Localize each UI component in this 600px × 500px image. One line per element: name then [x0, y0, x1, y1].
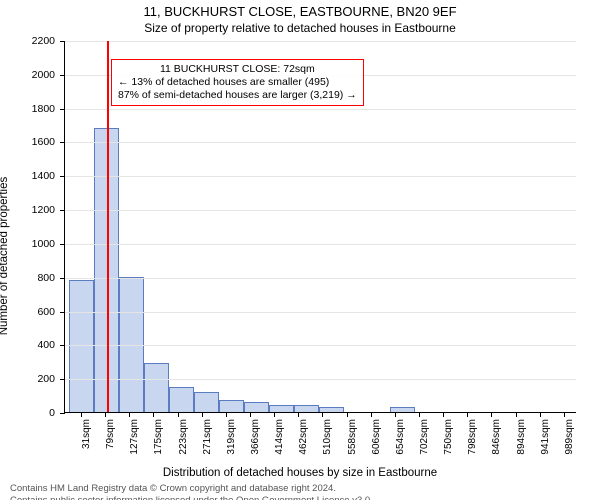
histogram-bar [219, 400, 244, 412]
x-tick-label: 941sqm [540, 419, 551, 455]
x-tick-label: 175sqm [153, 419, 164, 455]
y-tick-label: 1400 [32, 170, 65, 182]
chart-area: Number of detached properties 31sqm79sqm… [0, 35, 600, 465]
y-tick-label: 1200 [32, 204, 65, 216]
y-tick-label: 2000 [32, 69, 65, 81]
x-tick-label: 846sqm [491, 419, 502, 455]
plot: 31sqm79sqm127sqm175sqm223sqm271sqm319sqm… [64, 41, 576, 413]
x-tick-label: 414sqm [274, 419, 285, 455]
histogram-bar [119, 277, 144, 412]
annotation-line: ← 13% of detached houses are smaller (49… [118, 76, 357, 89]
gridline [65, 210, 576, 211]
x-tick: 750sqm [431, 412, 455, 417]
x-tick-label: 79sqm [105, 419, 116, 449]
gridline [65, 278, 576, 279]
x-tick-label: 702sqm [419, 419, 430, 455]
x-tick-label: 271sqm [202, 419, 213, 455]
histogram-bar [244, 402, 269, 412]
x-tick-label: 462sqm [298, 419, 309, 455]
page-title: 11, BUCKHURST CLOSE, EASTBOURNE, BN20 9E… [0, 4, 600, 19]
y-tick-label: 400 [37, 339, 65, 351]
x-tick: 846sqm [479, 412, 503, 417]
x-tick: 941sqm [528, 412, 552, 417]
x-tick-label: 510sqm [322, 419, 333, 455]
x-tick: 271sqm [190, 412, 214, 417]
x-tick: 79sqm [93, 412, 117, 417]
x-tick: 223sqm [166, 412, 190, 417]
histogram-bar [169, 387, 194, 412]
gridline [65, 176, 576, 177]
x-tick: 654sqm [383, 412, 407, 417]
x-tick-label: 223sqm [178, 419, 189, 455]
y-tick-label: 200 [37, 373, 65, 385]
x-tick-label: 894sqm [516, 419, 527, 455]
y-axis-label: Number of detached properties [0, 177, 10, 336]
annotation-line: 87% of semi-detached houses are larger (… [118, 89, 357, 102]
y-tick-label: 2200 [32, 35, 65, 47]
chart-titles: 11, BUCKHURST CLOSE, EASTBOURNE, BN20 9E… [0, 0, 600, 35]
plot-wrap: 31sqm79sqm127sqm175sqm223sqm271sqm319sqm… [64, 41, 576, 413]
y-tick-label: 0 [49, 407, 65, 419]
x-tick: 175sqm [141, 412, 165, 417]
y-tick-label: 600 [37, 306, 65, 318]
x-tick-label: 750sqm [443, 419, 454, 455]
x-tick-label: 31sqm [81, 419, 92, 449]
gridline [65, 379, 576, 380]
x-tick: 989sqm [552, 412, 576, 417]
histogram-bar [194, 392, 219, 412]
x-tick: 127sqm [117, 412, 141, 417]
x-tick: 31sqm [69, 412, 93, 417]
gridline [65, 244, 576, 245]
footer-line-1: Contains HM Land Registry data © Crown c… [10, 483, 590, 495]
x-tick-label: 558sqm [347, 419, 358, 455]
x-tick: 702sqm [407, 412, 431, 417]
x-tick: 606sqm [359, 412, 383, 417]
annotation-line: 11 BUCKHURST CLOSE: 72sqm [118, 63, 357, 76]
x-tick: 558sqm [335, 412, 359, 417]
histogram-bar [294, 405, 319, 412]
y-tick-label: 1600 [32, 136, 65, 148]
x-tick-label: 654sqm [395, 419, 406, 455]
x-tick: 510sqm [310, 412, 334, 417]
x-tick-label: 989sqm [564, 419, 575, 455]
annotation-box: 11 BUCKHURST CLOSE: 72sqm← 13% of detach… [111, 59, 364, 106]
x-tick-label: 319sqm [226, 419, 237, 455]
gridline [65, 312, 576, 313]
x-tick-label: 798sqm [467, 419, 478, 455]
x-tick-label: 127sqm [129, 419, 140, 455]
footer-line-2: Contains public sector information licen… [10, 495, 590, 500]
page-subtitle: Size of property relative to detached ho… [0, 21, 600, 35]
x-tick-label: 606sqm [371, 419, 382, 455]
x-ticks: 31sqm79sqm127sqm175sqm223sqm271sqm319sqm… [65, 412, 576, 417]
x-tick: 798sqm [455, 412, 479, 417]
x-tick: 414sqm [262, 412, 286, 417]
gridline [65, 41, 576, 42]
y-tick-label: 1800 [32, 103, 65, 115]
gridline [65, 345, 576, 346]
y-tick-label: 800 [37, 272, 65, 284]
x-tick: 462sqm [286, 412, 310, 417]
footer: Contains HM Land Registry data © Crown c… [0, 479, 600, 500]
x-tick-label: 366sqm [250, 419, 261, 455]
x-tick: 319sqm [214, 412, 238, 417]
x-tick: 894sqm [504, 412, 528, 417]
y-tick-label: 1000 [32, 238, 65, 250]
histogram-bar [269, 405, 294, 412]
gridline [65, 142, 576, 143]
subject-marker-line [107, 41, 109, 412]
histogram-bar [144, 363, 169, 412]
x-tick: 366sqm [238, 412, 262, 417]
gridline [65, 109, 576, 110]
x-axis-label: Distribution of detached houses by size … [0, 467, 600, 479]
